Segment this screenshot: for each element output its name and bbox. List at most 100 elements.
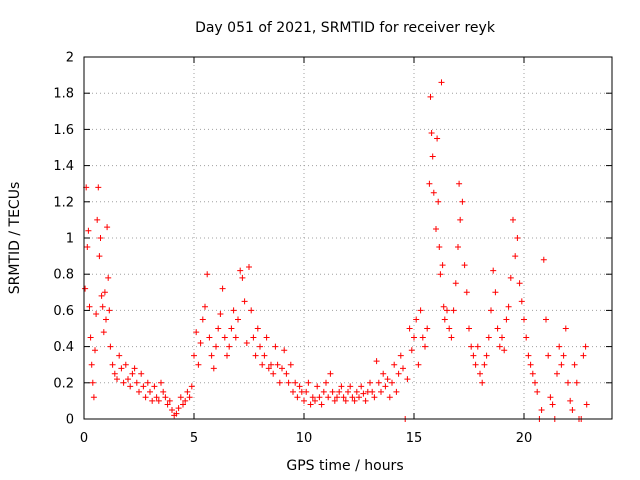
data-point	[98, 292, 105, 299]
data-point	[287, 361, 294, 368]
data-point	[106, 307, 113, 314]
data-point	[389, 379, 395, 386]
data-point	[393, 388, 400, 395]
data-point	[155, 397, 162, 404]
data-point	[404, 376, 411, 383]
data-point	[349, 394, 356, 401]
data-point	[197, 339, 204, 346]
data-point	[360, 390, 367, 397]
data-point	[448, 334, 455, 341]
data-point	[527, 361, 534, 368]
data-point	[342, 397, 349, 404]
data-point	[243, 339, 250, 346]
data-point	[481, 361, 488, 368]
data-point	[120, 379, 127, 386]
data-point	[89, 379, 96, 386]
data-point	[558, 361, 565, 368]
data-point	[87, 334, 94, 341]
data-point	[232, 334, 239, 341]
y-tick-label: 0.4	[53, 340, 74, 355]
data-point	[345, 388, 351, 395]
data-point	[127, 383, 134, 390]
data-point	[111, 370, 118, 377]
data-point	[378, 388, 384, 395]
data-point	[283, 370, 290, 377]
data-point	[100, 329, 107, 336]
data-point	[184, 388, 191, 395]
data-point	[279, 365, 285, 372]
data-point	[428, 130, 435, 137]
data-point	[219, 285, 226, 292]
data-point	[430, 189, 437, 196]
data-point	[419, 334, 426, 341]
data-point	[90, 394, 97, 401]
data-point	[96, 253, 103, 260]
data-point	[440, 303, 447, 310]
data-point	[162, 394, 169, 401]
data-point	[367, 379, 373, 386]
data-point	[325, 394, 332, 401]
data-point	[518, 298, 525, 305]
data-point	[213, 343, 219, 350]
data-point	[338, 383, 345, 390]
data-point	[408, 347, 415, 354]
y-tick-label: 1.8	[53, 87, 74, 102]
data-point	[235, 316, 241, 323]
y-tick-label: 0	[66, 413, 74, 428]
data-point	[380, 370, 387, 377]
data-point	[483, 352, 490, 359]
data-point	[320, 388, 327, 395]
data-point	[92, 347, 98, 354]
y-tick-label: 1	[66, 232, 74, 247]
data-point	[534, 388, 541, 395]
data-point	[147, 388, 153, 395]
y-axis-label: SRMTID / TECUs	[7, 182, 23, 295]
data-point	[270, 370, 277, 377]
data-point	[239, 274, 246, 281]
data-point	[492, 289, 499, 296]
data-point	[276, 379, 283, 386]
data-point	[358, 383, 365, 390]
data-point	[114, 376, 120, 383]
data-point	[296, 383, 303, 390]
data-point	[224, 352, 230, 359]
data-point	[133, 379, 140, 386]
data-point	[248, 307, 255, 314]
y-tick-label: 2	[66, 51, 74, 66]
grid	[84, 57, 612, 419]
data-point	[158, 379, 164, 386]
data-point	[523, 334, 530, 341]
y-tick-label: 1.2	[53, 195, 74, 210]
data-point	[292, 379, 299, 386]
data-point	[433, 225, 439, 232]
data-point	[268, 361, 274, 368]
data-point	[583, 401, 590, 408]
data-point	[554, 370, 560, 377]
data-point	[413, 316, 420, 323]
data-point	[230, 307, 237, 314]
data-point	[547, 394, 554, 401]
data-point	[426, 180, 433, 187]
data-point	[371, 394, 378, 401]
data-point	[202, 303, 208, 310]
data-point	[391, 361, 398, 368]
x-axis-label: GPS time / hours	[286, 458, 403, 474]
data-point	[438, 79, 445, 86]
ticks: 00.20.40.60.811.21.41.61.820 5 10 15 20	[53, 51, 612, 446]
data-point	[93, 311, 100, 318]
data-point	[334, 394, 340, 401]
data-point	[323, 379, 329, 386]
data-point	[122, 361, 129, 368]
data-point	[151, 383, 158, 390]
data-point	[543, 316, 549, 323]
x-tick-label: 5	[190, 431, 198, 446]
data-point	[468, 343, 475, 350]
data-point	[107, 343, 114, 350]
data-point	[466, 325, 472, 332]
data-point	[314, 383, 321, 390]
data-point	[512, 253, 519, 260]
data-point	[400, 365, 406, 372]
data-point	[188, 383, 195, 390]
data-point	[386, 394, 393, 401]
data-point	[305, 379, 312, 386]
